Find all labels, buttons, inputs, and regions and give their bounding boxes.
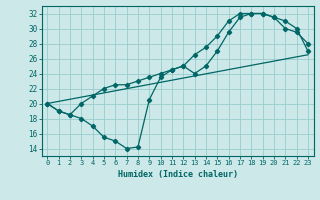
X-axis label: Humidex (Indice chaleur): Humidex (Indice chaleur) xyxy=(118,170,237,179)
